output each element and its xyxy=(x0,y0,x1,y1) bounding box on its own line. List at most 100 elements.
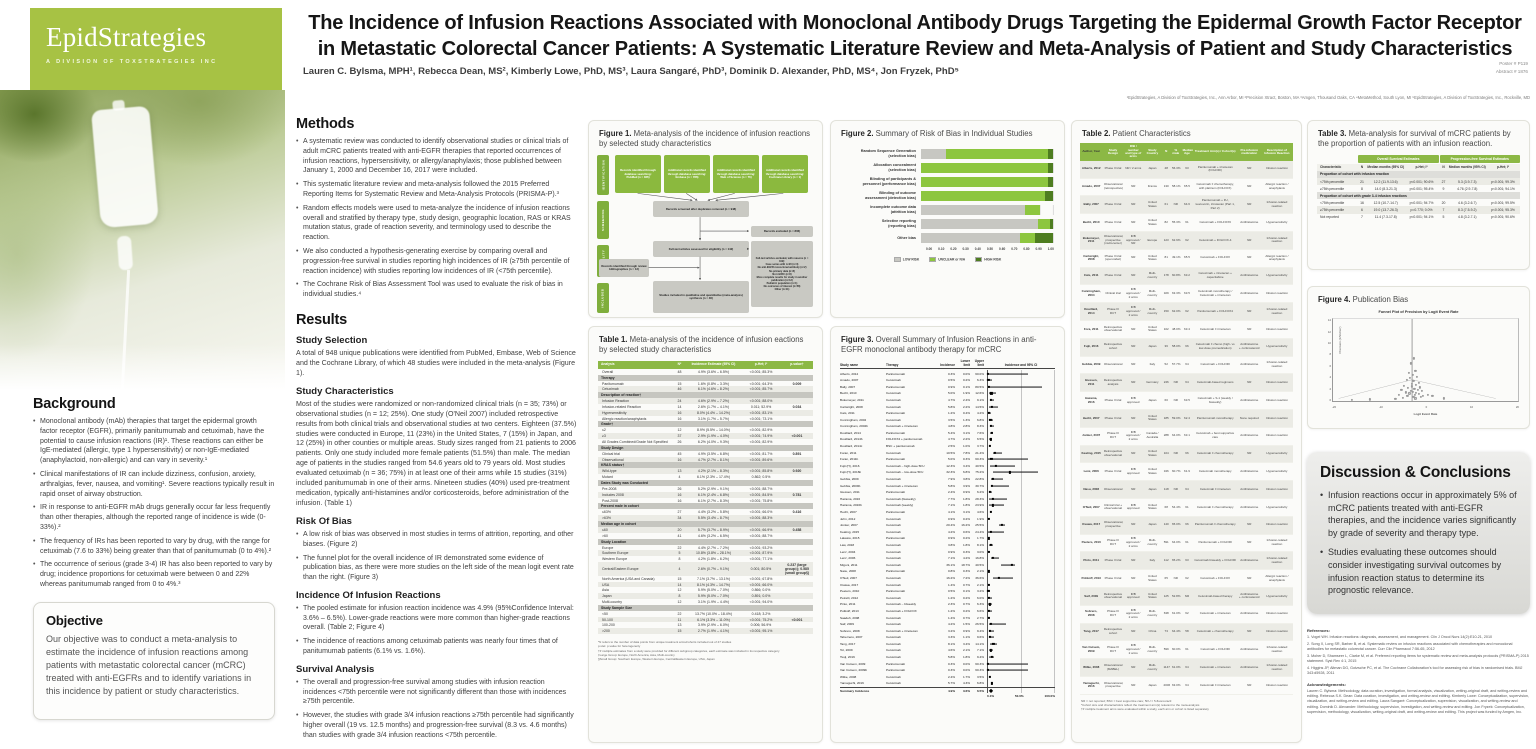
forest-x-axis: 0.1% 50.0% 100.0% xyxy=(987,694,1055,699)
table1-row: North America (USA and Canada) 15 7.1% (3.… xyxy=(602,576,773,581)
forest-row: Cats, 2011 Panitumumab 1.2% 0.4% 4.2% xyxy=(840,409,1055,417)
table1-row: Includes 2008 16 6.1% (2.4% – 6.8%) <0.001;… xyxy=(598,491,813,498)
table3-columns: Characteristic N Median months (95% CI) p-H… xyxy=(1317,164,1520,171)
table3-row: ≥75th percentile 6 19.0 (13.7-26.3) p=0.770… xyxy=(1317,206,1520,214)
acknowledgements-text: Lauren C. Bylsma: Methodology, data cura… xyxy=(1307,688,1529,715)
references-heading: References: xyxy=(1307,628,1330,633)
forest-row: Bokemeyer, 2011 Cetuximab 4.7% 2.4% 9.1% xyxy=(840,396,1055,404)
forest-row: Tsuji, 2016 Cetuximab 5.8% 1.8% 9.4% xyxy=(840,653,1055,661)
forest-row: Becht, 2010 Cetuximab 5.0% 1.9% 12.6% xyxy=(840,390,1055,397)
legend-item: LOW RISK xyxy=(893,256,919,262)
risk-of-bias-row: Incomplete outcome data (attrition bias) xyxy=(841,204,1054,216)
table1-row: >60 41 4.6% (3.2% – 6.5%) <0.001; 88.7% xyxy=(602,533,773,538)
table2-row: Bally, 2007 Phase II trial NR United State… xyxy=(1080,196,1293,215)
table1-row: Cetuximab 46 6.1% (4.6% – 8.2%) <0.001; 85.… xyxy=(598,386,813,393)
forest-row: Petrelli, 2012 Cetuximab 1.2% 0.2% 6.0% xyxy=(840,594,1055,602)
objective-heading: Objective xyxy=(46,613,103,628)
table2-footnote: NR = not reported; BSC = best supportive… xyxy=(1081,698,1172,703)
reference-item: 1. Vogel WH. Infusion reactions: diagnos… xyxy=(1307,634,1493,639)
table3-body: Proportion of cohort with infusion react… xyxy=(1317,170,1520,221)
flow-box-included: Studies included in qualitative and quan… xyxy=(653,281,749,314)
risk-of-bias-row: Allocation concealment (selection bias) xyxy=(841,162,1054,174)
discussion-bullet: Infusion reactions occur in approximatel… xyxy=(1320,489,1517,539)
references-section: References: 1. Vogel WH. Infusion reacti… xyxy=(1307,628,1530,717)
table2-caption-label: Table 2. xyxy=(1082,129,1111,138)
table1-row: USA 14 8.1% (4.3% – 14.7%) <0.001; 66.0% xyxy=(598,581,813,588)
table2-header: Author, Year Study Design IRB / number a… xyxy=(1080,143,1293,161)
forest-row: Yamaguchi, 2016 Cetuximab 5.7% 4.3% 6.8% xyxy=(840,680,1055,687)
forest-row: Lenz, 2006 Cetuximab 7.1% 4.2% 16.8% xyxy=(840,554,1055,562)
table1-row: Panitumumab 15 1.6% (0.8% – 3.3%) <0.001; 6… xyxy=(602,381,802,386)
forest-row: Hazama, 2016b Cetuximab (weekly) 7.1% 1.8% 2… xyxy=(840,502,1055,509)
table2-row: Cunningham, 2004 Clinical trial IRB appro… xyxy=(1080,285,1293,304)
flow-box-web-of-science: Additional records identified through da… xyxy=(713,155,759,194)
table2-row: Becht, 2010 Phase II trial NR United State… xyxy=(1080,214,1293,233)
epidstrategies-logo: EpidStrategies A DIVISION OF TOXSTRATEGI… xyxy=(30,8,282,90)
table2-row: Keating, 2015 Retrospective observational… xyxy=(1080,445,1293,464)
legend-item: HIGH RISK xyxy=(975,256,1001,262)
table2-row: Cats, 2011 Phase II trial NR Multi-country… xyxy=(1080,267,1293,286)
background-bullet: The occurrence of serious (grade 3-4) IR… xyxy=(33,560,275,589)
risk-of-bias-row: Blinding of outcome assessment (detectio… xyxy=(841,190,1054,202)
funnel-plot-points xyxy=(1332,318,1519,403)
forest-rows: Alberts, 2012 Panitumumab 0.3% 0.0% 60.0% Ama… xyxy=(840,370,1055,694)
table1-footnote: ‡Large Group: Europe, North America, Asi… xyxy=(598,653,675,658)
table1-row: Infusion Reaction 24 4.6% (2.9% – 7.2%) <0.… xyxy=(598,398,813,405)
table1-footnotes: *N refers to the number of data points f… xyxy=(589,636,822,666)
forest-row: Osawa, 2017 Cetuximab 1.4% 0.7% 2.1% xyxy=(840,581,1055,588)
risk-of-bias-row: Other bias xyxy=(841,232,1054,244)
survival-bullet: However, the studies with grade 3/4 infu… xyxy=(296,711,578,740)
risk-of-bias-bullet: The funnel plot for the overall incidenc… xyxy=(296,554,578,583)
survival-title: Survival Analysis xyxy=(296,663,375,675)
flow-box-cochrane: Additional records identified through da… xyxy=(762,155,808,194)
table1-row: Europe 22 4.4% (2.7% – 7.2%) <0.001; 93.2% xyxy=(602,545,773,550)
poster-numbers: Poster # P119 Abstract # 1876 xyxy=(1496,60,1528,76)
table2-row: Alberts, 2012 Phase II trial NR / 2 arms J… xyxy=(1080,160,1293,179)
funnel-x-ticks: -20 -10 0 10 20 xyxy=(1332,405,1519,410)
table1-section-row: Study Design xyxy=(598,444,813,451)
table2-row: Polikoff, 2013 Phase II trial NR United St… xyxy=(1080,570,1293,588)
figure1-caption-label: Figure 1. xyxy=(599,129,632,138)
flow-arrows xyxy=(637,193,784,281)
table1-row: ≥3 37 2.9% (1.9% – 4.0%) <0.001; 74.9% <0.00… xyxy=(598,433,813,440)
table3-caption-label: Table 3. xyxy=(1318,129,1347,138)
stage-included: INCLUDED xyxy=(597,283,609,314)
table1-row: >200 15 2.7% (1.9% – 4.1%) <0.001; 95.1% xyxy=(598,628,813,634)
forest-row: Hecht, 2007 Panitumumab 4.1% 3.1% 4.6% xyxy=(840,508,1055,516)
table1-footnote: §Small Group: Southern Europe, Western E… xyxy=(598,657,715,662)
table2-row: Osawa, 2017 Observational, prospective NR… xyxy=(1080,516,1293,535)
table1-section-row: KRAS status† xyxy=(598,462,813,469)
table1-row: Mutant 4 6.1% (2.3% – 17.4%) 0.862; 0.5% xyxy=(602,475,771,480)
flow-box-bibliographies: Records identified through review biblio… xyxy=(599,259,649,278)
objective-text: Our objective was to conduct a meta-anal… xyxy=(46,634,252,697)
survival-bullet: The overall and progression-free surviva… xyxy=(296,678,578,707)
forest-row: Nasu, 2008 Panitumumab 0.8% 0.3% 2.1% xyxy=(840,568,1055,575)
table1-body: Overall 48 4.9% (3.6% – 6.5%) <0.001; 85.3%… xyxy=(598,369,813,634)
table1-row: ≤63% 27 4.4% (3.2% – 5.8%) <0.001; 66.0% 0.4… xyxy=(602,510,802,515)
stage-identification: IDENTIFICATION xyxy=(597,155,609,196)
table1-header: Analysis N* Incidence Estimate (95% CI) p-H… xyxy=(598,361,813,369)
background-heading: Background xyxy=(33,396,116,412)
risk-of-bias-row: Selective reporting (reporting bias) xyxy=(841,218,1054,230)
figure1-caption: Figure 1. Meta-analysis of the incidence… xyxy=(599,129,811,149)
figure2-caption-label: Figure 2. xyxy=(841,129,874,138)
table3-section-row: Proportion of cohort with infusion react… xyxy=(1317,170,1520,178)
table2-row: Hazama, 2016 Phase II trial IRB approved J… xyxy=(1080,392,1293,411)
table2-row: Fujii, 2016 Retrospective cohort NR Japan … xyxy=(1080,338,1293,357)
table1-section-row: Percent male in cohort xyxy=(598,503,813,510)
flow-box-embase: Additional records identified through da… xyxy=(664,155,710,194)
table1-row: >63% 34 5.5% (3.4% – 8.7%) <0.001; 88.3% xyxy=(598,515,813,522)
objective-card: Objective Our objective was to conduct a… xyxy=(33,602,275,720)
table1-section-row: Median age in cohort xyxy=(598,521,813,528)
background-bullet: The frequency of IRs has been reported t… xyxy=(33,537,275,557)
figure3-caption-label: Figure 3. xyxy=(841,335,874,344)
table2-row: Giessen, 2011 Retrospective analysis NR Ge… xyxy=(1080,374,1293,393)
table3-caption: Table 3. Meta-analysis for survival of m… xyxy=(1318,129,1511,149)
discussion-bullets: Infusion reactions occur in approximatel… xyxy=(1320,489,1517,597)
background-bullet: Clinical manifestations of IR can includ… xyxy=(33,470,275,499)
risk-of-bias-bullets: A low risk of bias was observed in most … xyxy=(296,530,578,583)
stage-screening: SCREENING xyxy=(597,201,609,240)
figure4-card: Figure 4. Publication Bias Funnel Plot o… xyxy=(1307,286,1530,429)
incidence-title: Incidence Of Infusion Reactions xyxy=(296,589,441,601)
